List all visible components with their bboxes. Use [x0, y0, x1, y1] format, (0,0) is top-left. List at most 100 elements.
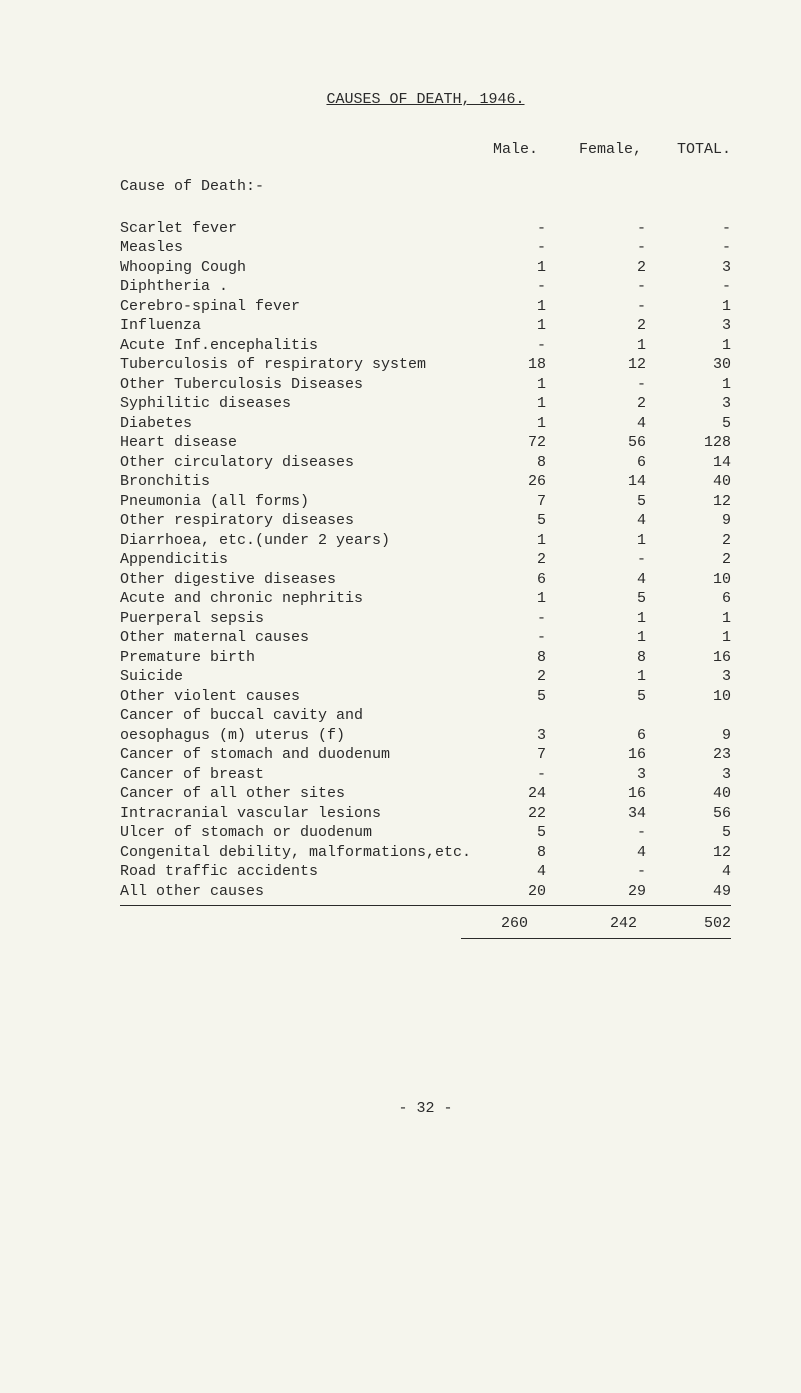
row-female: 6	[546, 453, 646, 473]
row-male: 7	[481, 492, 546, 512]
row-total: 4	[646, 862, 731, 882]
row-total: -	[646, 219, 731, 239]
table-row: Diabetes145	[120, 414, 731, 434]
row-male: 22	[481, 804, 546, 824]
row-label: Ulcer of stomach or duodenum	[120, 823, 481, 843]
table-row: Cancer of buccal cavity and	[120, 706, 731, 726]
row-label: Appendicitis	[120, 550, 481, 570]
table-row: Cancer of breast-33	[120, 765, 731, 785]
row-total: 9	[646, 726, 731, 746]
row-male: 7	[481, 745, 546, 765]
row-label: Whooping Cough	[120, 258, 481, 278]
row-female: 6	[546, 726, 646, 746]
row-female: 1	[546, 667, 646, 687]
row-total: 49	[646, 882, 731, 902]
row-female: -	[546, 238, 646, 258]
row-female: 4	[546, 843, 646, 863]
row-female: -	[546, 297, 646, 317]
table-row: Appendicitis2-2	[120, 550, 731, 570]
row-male: -	[481, 238, 546, 258]
row-female: 8	[546, 648, 646, 668]
total-male: 260	[463, 914, 528, 934]
table-row: Influenza123	[120, 316, 731, 336]
row-total: 40	[646, 784, 731, 804]
row-male: 1	[481, 531, 546, 551]
row-male: 1	[481, 589, 546, 609]
row-total: 5	[646, 414, 731, 434]
table-row: Congenital debility, malformations,etc.8…	[120, 843, 731, 863]
row-female: -	[546, 823, 646, 843]
row-male: 2	[481, 550, 546, 570]
row-male: 5	[481, 511, 546, 531]
page-title: CAUSES OF DEATH, 1946.	[120, 90, 731, 110]
row-total: 12	[646, 843, 731, 863]
row-female: 12	[546, 355, 646, 375]
row-total: -	[646, 277, 731, 297]
row-label: Premature birth	[120, 648, 481, 668]
row-male: -	[481, 277, 546, 297]
row-label: Road traffic accidents	[120, 862, 481, 882]
table-row: Cancer of stomach and duodenum71623	[120, 745, 731, 765]
row-female: 5	[546, 687, 646, 707]
row-female: -	[546, 219, 646, 239]
row-female: 4	[546, 414, 646, 434]
row-male: 24	[481, 784, 546, 804]
row-female: 4	[546, 570, 646, 590]
row-total: 12	[646, 492, 731, 512]
row-total: -	[646, 238, 731, 258]
row-total: 56	[646, 804, 731, 824]
row-label: Scarlet fever	[120, 219, 481, 239]
row-female: 5	[546, 589, 646, 609]
row-male: -	[481, 219, 546, 239]
table-row: Pneumonia (all forms)7512	[120, 492, 731, 512]
row-total: 3	[646, 394, 731, 414]
row-label: Influenza	[120, 316, 481, 336]
row-label: Diabetes	[120, 414, 481, 434]
row-male: 2	[481, 667, 546, 687]
table-row: Other Tuberculosis Diseases1-1	[120, 375, 731, 395]
row-male: -	[481, 628, 546, 648]
row-male: 8	[481, 843, 546, 863]
row-female: 16	[546, 784, 646, 804]
row-female: 1	[546, 628, 646, 648]
table-row: Other circulatory diseases8614	[120, 453, 731, 473]
row-male: -	[481, 609, 546, 629]
row-male: 1	[481, 414, 546, 434]
row-label: Intracranial vascular lesions	[120, 804, 481, 824]
table-row: Ulcer of stomach or duodenum5-5	[120, 823, 731, 843]
row-female: 1	[546, 336, 646, 356]
row-label: Cancer of breast	[120, 765, 481, 785]
table-row: Diphtheria .---	[120, 277, 731, 297]
row-total: 6	[646, 589, 731, 609]
row-female: 16	[546, 745, 646, 765]
row-label: Diphtheria .	[120, 277, 481, 297]
row-male: 1	[481, 316, 546, 336]
row-female: -	[546, 862, 646, 882]
row-label: Other maternal causes	[120, 628, 481, 648]
table-row: Acute and chronic nephritis156	[120, 589, 731, 609]
table-row: Diarrhoea, etc.(under 2 years)112	[120, 531, 731, 551]
row-total: 2	[646, 531, 731, 551]
row-label: Syphilitic diseases	[120, 394, 481, 414]
table-row: Whooping Cough123	[120, 258, 731, 278]
row-female: 56	[546, 433, 646, 453]
row-label: Other digestive diseases	[120, 570, 481, 590]
row-total: 128	[646, 433, 731, 453]
row-total: 23	[646, 745, 731, 765]
row-label: Heart disease	[120, 433, 481, 453]
row-male: 4	[481, 862, 546, 882]
row-label: All other causes	[120, 882, 481, 902]
row-label: Bronchitis	[120, 472, 481, 492]
divider-top	[120, 905, 731, 906]
total-female: 242	[537, 914, 637, 934]
row-label: Cerebro-spinal fever	[120, 297, 481, 317]
section-label: Cause of Death:-	[120, 177, 731, 197]
row-total: 1	[646, 609, 731, 629]
row-label: Suicide	[120, 667, 481, 687]
table-row: Puerperal sepsis-11	[120, 609, 731, 629]
table-row: Premature birth8816	[120, 648, 731, 668]
row-male: -	[481, 336, 546, 356]
row-male: 6	[481, 570, 546, 590]
row-total: 1	[646, 628, 731, 648]
row-label: Other Tuberculosis Diseases	[120, 375, 481, 395]
